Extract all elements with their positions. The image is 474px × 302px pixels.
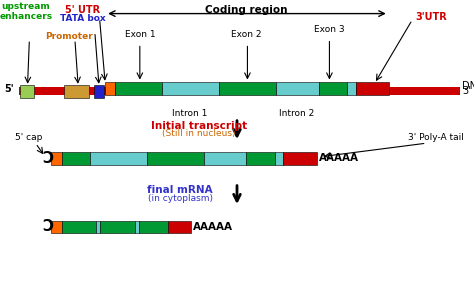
Text: 3': 3': [462, 85, 471, 96]
Text: 5': 5': [5, 84, 14, 94]
Bar: [275, 152, 283, 165]
Bar: [64, 85, 89, 98]
Text: final mRNA: final mRNA: [147, 185, 213, 195]
Bar: [105, 82, 115, 95]
Text: AAAAA: AAAAA: [193, 222, 233, 232]
Bar: [347, 82, 356, 95]
Text: Ↄ: Ↄ: [42, 151, 53, 166]
Bar: [168, 221, 191, 233]
Bar: [90, 152, 147, 165]
Text: 3' Poly-A tail: 3' Poly-A tail: [408, 133, 464, 142]
Bar: [100, 221, 135, 233]
Bar: [96, 221, 100, 233]
Text: upstream
enhancers: upstream enhancers: [0, 2, 53, 21]
Bar: [147, 152, 204, 165]
Bar: [62, 152, 90, 165]
Bar: [219, 82, 276, 95]
Text: AAAAA: AAAAA: [319, 153, 358, 163]
Text: Ↄ: Ↄ: [42, 219, 53, 234]
Bar: [51, 221, 62, 233]
Text: Exon 3: Exon 3: [314, 25, 345, 34]
Bar: [319, 82, 347, 95]
Text: (in cytoplasm): (in cytoplasm): [147, 194, 213, 203]
Text: Exon 2: Exon 2: [231, 30, 262, 39]
Text: 5' UTR: 5' UTR: [65, 5, 100, 14]
Bar: [162, 82, 219, 95]
Bar: [356, 82, 389, 95]
Bar: [94, 85, 104, 98]
Text: Promoter: Promoter: [45, 32, 92, 41]
Bar: [139, 221, 168, 233]
Bar: [19, 87, 460, 95]
Text: TATA box: TATA box: [60, 14, 106, 23]
Bar: [276, 82, 319, 95]
Bar: [62, 221, 96, 233]
Text: DNA: DNA: [462, 81, 474, 91]
Bar: [51, 152, 62, 165]
Bar: [246, 152, 275, 165]
Bar: [135, 221, 139, 233]
Bar: [20, 85, 34, 98]
Text: Initial transcript: Initial transcript: [151, 121, 247, 131]
Text: Intron 1: Intron 1: [172, 109, 207, 118]
Text: Coding region: Coding region: [205, 5, 288, 14]
Text: Exon 1: Exon 1: [125, 30, 155, 39]
Text: 5' cap: 5' cap: [15, 133, 42, 142]
Text: 3'UTR: 3'UTR: [416, 12, 447, 22]
Text: Intron 2: Intron 2: [279, 109, 314, 118]
Bar: [204, 152, 246, 165]
Bar: [115, 82, 162, 95]
Bar: [283, 152, 317, 165]
Text: (Still in nucleus): (Still in nucleus): [162, 129, 236, 138]
